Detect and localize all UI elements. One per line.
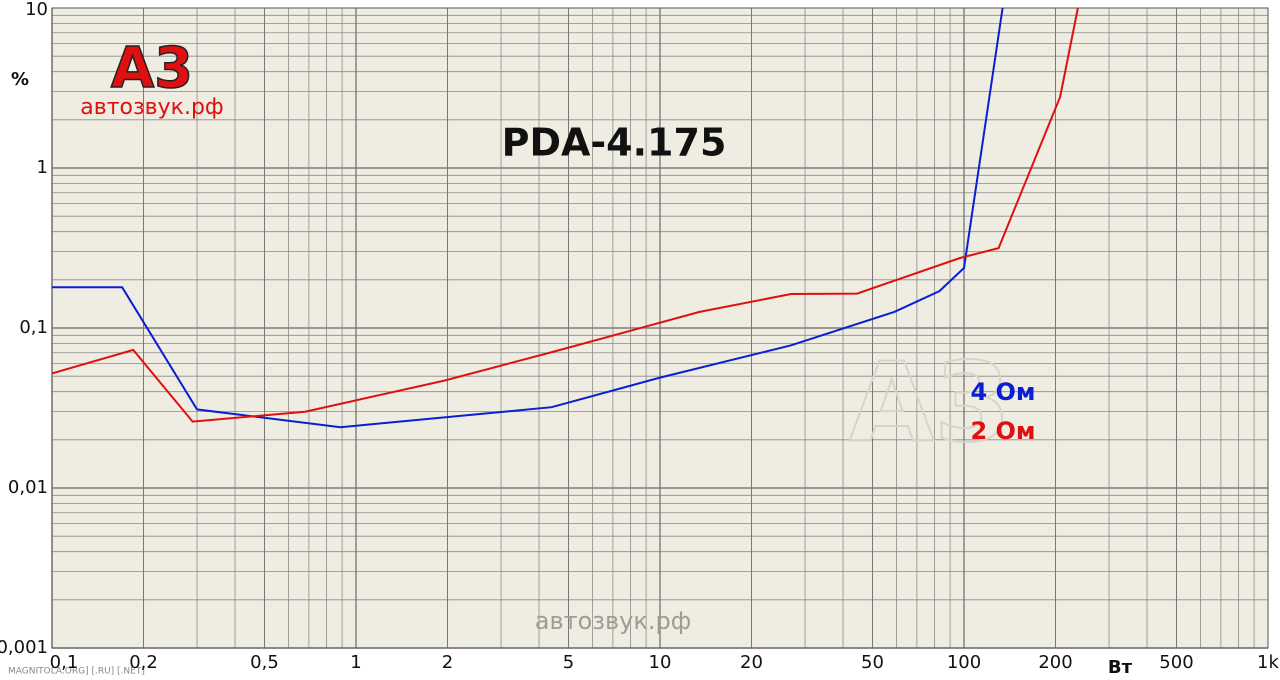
logo: А3 — [111, 36, 193, 101]
x-tick-label: 2 — [442, 652, 453, 673]
lines — [51, 7, 1079, 429]
footer: MAGNITOLA.ORG] [.RU] [.NET] — [8, 667, 145, 677]
series-line — [51, 7, 1079, 423]
x-tick-label: 500 — [1159, 652, 1193, 673]
legend-label: 2 Ом — [970, 417, 1035, 445]
x-tick-label: 100 — [947, 652, 981, 673]
x-tick-label: 20 — [740, 652, 763, 673]
x-tick-label: 50 — [861, 652, 884, 673]
y-tick-label: 0,01 — [8, 477, 48, 498]
watermark: автозвук.рф — [535, 607, 692, 635]
watermark-logo: А3 — [849, 338, 1011, 466]
legend-label: 4 Ом — [970, 378, 1035, 406]
x-tick-label: 0,5 — [250, 652, 279, 673]
x-tick-label: 0,1 — [50, 652, 79, 673]
x-tick-label: 10 — [649, 652, 672, 673]
plot-border — [51, 7, 1269, 649]
y-axis-label: % — [11, 69, 29, 90]
y-tick-label: 1 — [37, 157, 48, 178]
logo-subtitle: автозвук.рф — [80, 95, 223, 120]
x-axis-label: Вт — [1108, 657, 1133, 678]
y-tick-label: 10 — [25, 0, 48, 20]
x-tick-label: 200 — [1038, 652, 1072, 673]
series-line — [52, 7, 1004, 429]
x-tick-label: 5 — [563, 652, 574, 673]
x-tick-label: 0,2 — [129, 652, 158, 673]
x-tick-label: 1k — [1257, 652, 1279, 673]
grid — [51, 7, 1269, 649]
y-tick-label: 0,001 — [0, 637, 48, 658]
x-tick-label: 1 — [350, 652, 361, 673]
y-tick-label: 0,1 — [19, 317, 48, 338]
chart-title: PDA-4.175 — [502, 121, 727, 165]
